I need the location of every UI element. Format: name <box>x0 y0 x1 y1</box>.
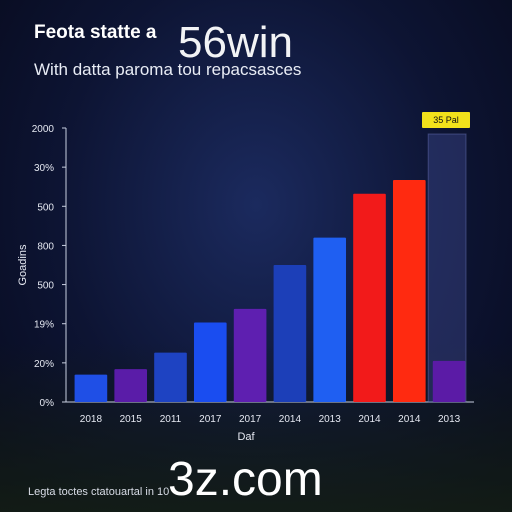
bar <box>154 352 187 402</box>
bar <box>193 322 227 402</box>
x-tick-label: 2014 <box>398 414 421 425</box>
x-tick-label: 2014 <box>358 414 381 425</box>
chart-title: Feota statte a <box>34 22 157 43</box>
bar <box>273 265 307 402</box>
x-tick-label: 2018 <box>80 414 103 425</box>
chart-ticks: 0% 20% 19% 500 800 500 30% 2000 Goadins 2018 2015 2… <box>17 124 461 443</box>
x-tick-label: 2013 <box>438 414 461 425</box>
x-tick-label: 2013 <box>319 414 342 425</box>
chart-bars <box>74 180 466 402</box>
x-tick-label: 2011 <box>160 414 182 425</box>
footer-caption: Legta toctes ctatouartal in 10 <box>28 486 170 498</box>
bar <box>114 369 148 402</box>
bar <box>74 374 108 402</box>
watermark-bottom: 3z.com <box>168 453 323 506</box>
bar <box>353 193 386 402</box>
y-tick-label: 20% <box>34 359 54 370</box>
y-tick-label: 30% <box>34 163 54 174</box>
y-tick-label: 500 <box>37 281 54 292</box>
y-axis-label: Goadins <box>17 244 29 285</box>
x-tick-label: 2014 <box>279 414 302 425</box>
value-badge: 35 Pal <box>422 112 470 128</box>
bar <box>233 308 267 402</box>
bar <box>432 360 466 402</box>
y-tick-label: 800 <box>37 241 54 252</box>
x-axis-label: Daf <box>237 431 255 443</box>
x-tick-label: 2017 <box>239 414 262 425</box>
bar <box>392 180 426 402</box>
y-tick-label: 19% <box>34 320 54 331</box>
x-tick-label: 2015 <box>120 414 143 425</box>
x-tick-label: 2017 <box>199 414 222 425</box>
y-tick-label: 500 <box>37 202 54 213</box>
chart-subtitle: With datta paroma tou repacsasces <box>34 60 302 79</box>
watermark-top: 56win <box>178 18 293 67</box>
y-tick-label: 2000 <box>32 124 55 135</box>
y-tick-label: 0% <box>40 398 55 409</box>
bar <box>313 237 347 402</box>
